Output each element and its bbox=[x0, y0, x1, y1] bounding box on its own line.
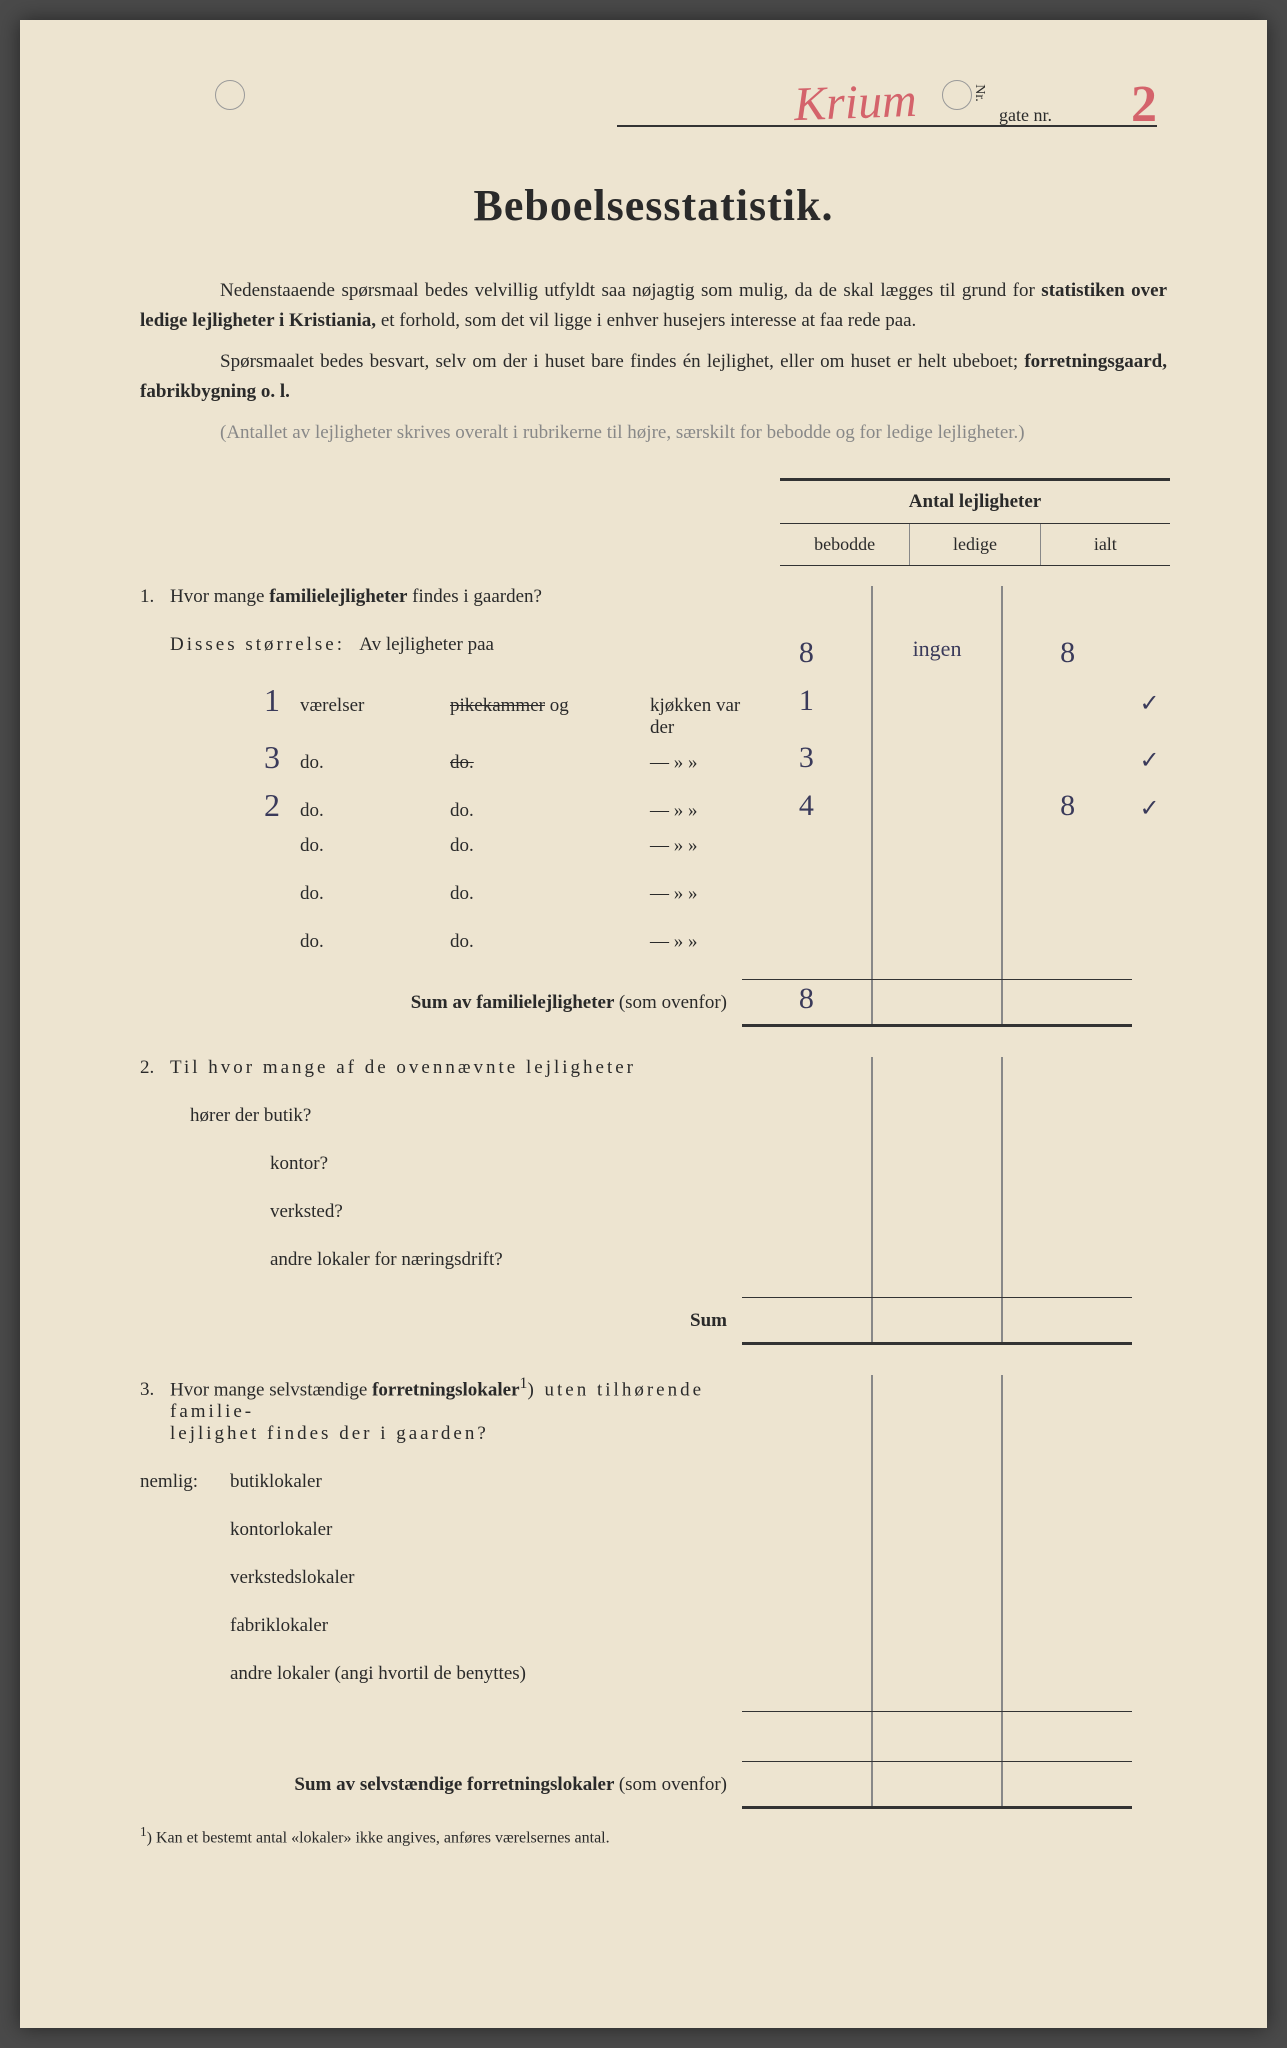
handwritten-number: 2 bbox=[1131, 75, 1157, 134]
q3-row-b: lejlighet findes der i gaarden? bbox=[140, 1423, 1167, 1471]
q2-sum-row: Sum bbox=[140, 1297, 1167, 1345]
nr-vertical-label: Nr. bbox=[970, 84, 986, 102]
col-bebodde: bebodde bbox=[780, 524, 910, 565]
col-ledige: ledige bbox=[910, 524, 1040, 565]
punch-hole-left bbox=[215, 80, 245, 110]
handwritten-street: Krium bbox=[793, 73, 918, 132]
q3-row: 3. Hvor mange selvstændige forretningslo… bbox=[140, 1375, 1167, 1423]
q3-fabrik: fabriklokaler bbox=[140, 1615, 1167, 1663]
q1-size-row-2: 3 do. do. — » » 3 ✓ bbox=[140, 739, 1167, 787]
q1-disses-row: Disses størrelse: Av lejligheter paa 8 i… bbox=[140, 634, 1167, 682]
q2-butik: hører der butik? bbox=[140, 1105, 1167, 1153]
q1-size-row-3: 2 do. do. — » » 4 8 ✓ bbox=[140, 787, 1167, 835]
page-title: Beboelsesstatistik. bbox=[140, 180, 1167, 231]
q1-ledige bbox=[872, 586, 1003, 634]
table-header: Antal lejligheter bebodde ledige ialt bbox=[780, 478, 1170, 566]
q2-verksted: verksted? bbox=[140, 1201, 1167, 1249]
q1-size-row-4: do. do. — » » bbox=[140, 835, 1167, 883]
table-header-title: Antal lejligheter bbox=[780, 478, 1170, 524]
q1-sum-row: Sum av familielejligheter (som ovenfor) … bbox=[140, 979, 1167, 1027]
q1-bebodde bbox=[742, 586, 872, 634]
intro-paragraph-3: (Antallet av lejligheter skrives overalt… bbox=[140, 418, 1167, 448]
gate-label: gate nr. bbox=[999, 105, 1052, 126]
col-ialt: ialt bbox=[1041, 524, 1170, 565]
intro-paragraph-1: Nedenstaaende spørsmaal bedes velvillig … bbox=[140, 276, 1167, 337]
q1-size-row-6: do. do. — » » bbox=[140, 931, 1167, 979]
document-page: Nr. gate nr. Krium 2 Beboelsesstatistik.… bbox=[20, 20, 1267, 2028]
q2-row: 2. Til hvor mange af de ovennævnte lejli… bbox=[140, 1057, 1167, 1105]
q1-size-row-5: do. do. — » » bbox=[140, 883, 1167, 931]
content-area: 1. Hvor mange familielejligheter findes … bbox=[140, 586, 1167, 1848]
q3-verksted: verkstedslokaler bbox=[140, 1567, 1167, 1615]
punch-hole-right bbox=[942, 80, 972, 110]
q1-size-row-1: 1 værelser pikekammer og kjøkken var der… bbox=[140, 682, 1167, 739]
q2-andre: andre lokaler for næringsdrift? bbox=[140, 1249, 1167, 1297]
intro-paragraph-2: Spørsmaalet bedes besvart, selv om der i… bbox=[140, 347, 1167, 408]
q1-row: 1. Hvor mange familielejligheter findes … bbox=[140, 586, 1167, 634]
q3-kontor: kontorlokaler bbox=[140, 1519, 1167, 1567]
footnote: 1) Kan et bestemt antal «lokaler» ikke a… bbox=[140, 1824, 1167, 1847]
q2-kontor: kontor? bbox=[140, 1153, 1167, 1201]
q3-sum-row: Sum av selvstændige forretningslokaler (… bbox=[140, 1761, 1167, 1809]
q1-ialt bbox=[1002, 586, 1132, 634]
q3-butik: nemlig: butiklokaler bbox=[140, 1471, 1167, 1519]
q3-andre: andre lokaler (angi hvortil de benyttes) bbox=[140, 1663, 1167, 1711]
